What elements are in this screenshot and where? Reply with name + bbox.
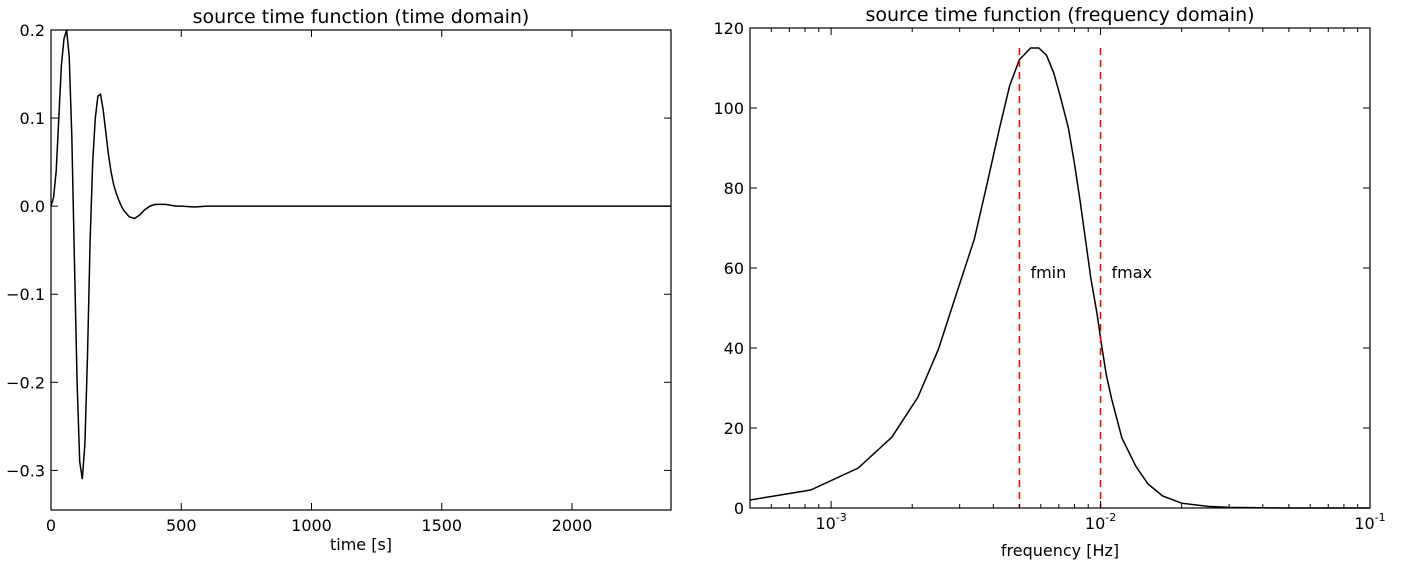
y-tick-label: 60 bbox=[724, 259, 744, 278]
x-tick-label: 500 bbox=[166, 516, 197, 535]
series-line bbox=[749, 47, 1370, 509]
annotation-fmin: fmin bbox=[1030, 263, 1066, 282]
y-tick-label: 80 bbox=[724, 179, 744, 198]
y-tick-label: 20 bbox=[724, 419, 744, 438]
x-axis-label: frequency [Hz] bbox=[1001, 541, 1119, 560]
x-tick-label: 2000 bbox=[552, 516, 593, 535]
x-tick-label: 10-3 bbox=[815, 511, 846, 533]
plot-lines: fmin fmax bbox=[749, 47, 1370, 509]
x-axis-label: time [s] bbox=[330, 535, 392, 554]
y-tick-label: 0.2 bbox=[20, 21, 45, 40]
x-tick-label: 0 bbox=[46, 516, 56, 535]
x-tick-label: 10-2 bbox=[1085, 511, 1116, 533]
x-tick-label: 1500 bbox=[421, 516, 462, 535]
x-tick-label: 1000 bbox=[291, 516, 332, 535]
chart-title: source time function (frequency domain) bbox=[865, 4, 1254, 26]
plot-frame bbox=[749, 27, 1371, 509]
y-tick-label: 40 bbox=[724, 339, 744, 358]
chart-title: source time function (time domain) bbox=[193, 6, 530, 28]
y-tick-label: −0.1 bbox=[6, 285, 45, 304]
y-tick-label: 0 bbox=[734, 499, 744, 518]
y-tick-label: −0.2 bbox=[6, 373, 45, 392]
axis-ticks: 0 500 1000 1500 2000 0.2 0.1 0.0 −0.1 −0.2 −0.3 bbox=[6, 21, 671, 535]
frequency-domain-panel: source time function (frequency domain) … bbox=[713, 4, 1385, 560]
x-tick-label: 10-1 bbox=[1354, 511, 1385, 533]
axis-ticks: 10-3 10-2 10-1 0 20 40 60 80 100 120 bbox=[713, 19, 1385, 533]
annotation-fmax: fmax bbox=[1112, 263, 1153, 282]
series-line bbox=[50, 29, 671, 480]
plot-frame bbox=[50, 29, 672, 511]
plot-lines bbox=[50, 29, 671, 480]
y-tick-label: 0.0 bbox=[20, 197, 45, 216]
time-domain-panel: source time function (time domain) time … bbox=[6, 6, 672, 554]
y-tick-label: 0.1 bbox=[20, 109, 45, 128]
y-tick-label: 120 bbox=[713, 19, 744, 38]
y-tick-label: 100 bbox=[713, 99, 744, 118]
y-tick-label: −0.3 bbox=[6, 461, 45, 480]
